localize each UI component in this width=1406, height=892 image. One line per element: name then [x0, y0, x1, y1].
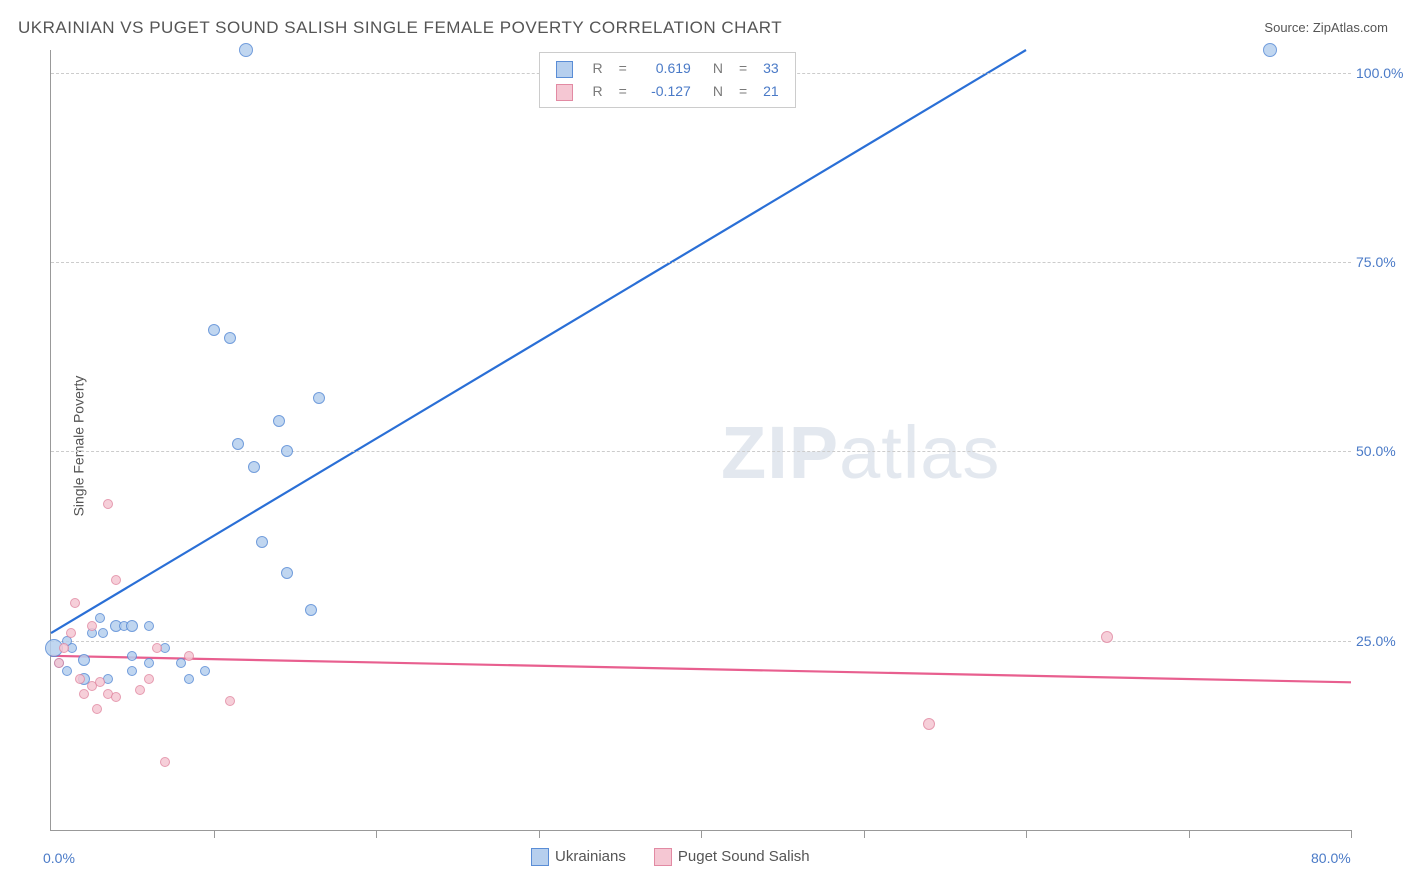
stat-eq: = — [731, 80, 755, 103]
data-point — [248, 461, 260, 473]
data-point — [281, 445, 293, 457]
data-point — [92, 704, 102, 714]
data-point — [273, 415, 285, 427]
data-point — [256, 536, 268, 548]
chart-title: UKRAINIAN VS PUGET SOUND SALISH SINGLE F… — [18, 18, 782, 38]
data-point — [160, 757, 170, 767]
data-point — [78, 654, 90, 666]
x-tick — [214, 830, 215, 838]
data-point — [313, 392, 325, 404]
data-point — [79, 689, 89, 699]
legend-item: Ukrainians — [531, 848, 626, 865]
watermark-rest: atlas — [839, 411, 1000, 494]
x-tick — [701, 830, 702, 838]
stat-N-label: N — [699, 80, 731, 103]
data-point — [208, 324, 220, 336]
legend-swatch — [531, 848, 549, 866]
data-point — [200, 666, 210, 676]
data-point — [111, 692, 121, 702]
x-tick — [376, 830, 377, 838]
legend-swatch — [654, 848, 672, 866]
data-point — [281, 567, 293, 579]
data-point — [152, 643, 162, 653]
data-point — [127, 666, 137, 676]
data-point — [239, 43, 253, 57]
data-point — [87, 621, 97, 631]
stat-R-label: R — [585, 57, 611, 80]
x-tick — [1026, 830, 1027, 838]
data-point — [62, 666, 72, 676]
data-point — [184, 674, 194, 684]
y-tick-label: 100.0% — [1356, 65, 1406, 81]
source-label: Source: — [1264, 20, 1309, 35]
plot-area: ZIPatlas 25.0%50.0%75.0%100.0%0.0%80.0%R… — [50, 50, 1351, 831]
source-value: ZipAtlas.com — [1313, 20, 1388, 35]
stat-N-value: 21 — [755, 80, 787, 103]
stat-N-value: 33 — [755, 57, 787, 80]
stats-legend: R=0.619N=33R=-0.127N=21 — [539, 52, 796, 108]
data-point — [127, 651, 137, 661]
data-point — [135, 685, 145, 695]
stat-eq: = — [611, 80, 635, 103]
stat-eq: = — [731, 57, 755, 80]
source-attribution: Source: ZipAtlas.com — [1264, 20, 1388, 35]
data-point — [184, 651, 194, 661]
gridline-h — [51, 262, 1351, 263]
stat-R-value: 0.619 — [635, 57, 699, 80]
x-tick-label: 0.0% — [43, 850, 75, 866]
y-tick-label: 50.0% — [1356, 443, 1406, 459]
data-point — [95, 677, 105, 687]
trend-line — [51, 50, 1026, 633]
data-point — [144, 674, 154, 684]
data-point — [59, 643, 69, 653]
legend-label: Puget Sound Salish — [678, 848, 810, 865]
x-tick — [1351, 830, 1352, 838]
data-point — [70, 598, 80, 608]
legend-item: Puget Sound Salish — [654, 848, 810, 865]
y-tick-label: 25.0% — [1356, 633, 1406, 649]
data-point — [923, 718, 935, 730]
legend-swatch — [556, 84, 573, 101]
data-point — [75, 674, 85, 684]
x-tick — [539, 830, 540, 838]
stat-eq: = — [611, 57, 635, 80]
data-point — [66, 628, 76, 638]
data-point — [144, 658, 154, 668]
stat-R-value: -0.127 — [635, 80, 699, 103]
data-point — [111, 575, 121, 585]
data-point — [103, 499, 113, 509]
data-point — [1263, 43, 1277, 57]
data-point — [176, 658, 186, 668]
gridline-h — [51, 451, 1351, 452]
bottom-legend: Ukrainians Puget Sound Salish — [531, 848, 838, 866]
watermark-bold: ZIP — [721, 411, 839, 494]
data-point — [232, 438, 244, 450]
data-point — [54, 658, 64, 668]
trend-line — [51, 656, 1351, 683]
data-point — [95, 613, 105, 623]
gridline-h — [51, 641, 1351, 642]
data-point — [144, 621, 154, 631]
y-tick-label: 75.0% — [1356, 254, 1406, 270]
x-tick-label: 80.0% — [1311, 850, 1351, 866]
stat-R-label: R — [585, 80, 611, 103]
legend-label: Ukrainians — [555, 848, 626, 865]
watermark: ZIPatlas — [721, 410, 1000, 495]
x-tick — [864, 830, 865, 838]
x-tick — [1189, 830, 1190, 838]
data-point — [305, 604, 317, 616]
data-point — [126, 620, 138, 632]
data-point — [224, 332, 236, 344]
trend-lines — [51, 50, 1351, 830]
data-point — [1101, 631, 1113, 643]
legend-swatch — [556, 61, 573, 78]
stat-N-label: N — [699, 57, 731, 80]
data-point — [225, 696, 235, 706]
data-point — [98, 628, 108, 638]
